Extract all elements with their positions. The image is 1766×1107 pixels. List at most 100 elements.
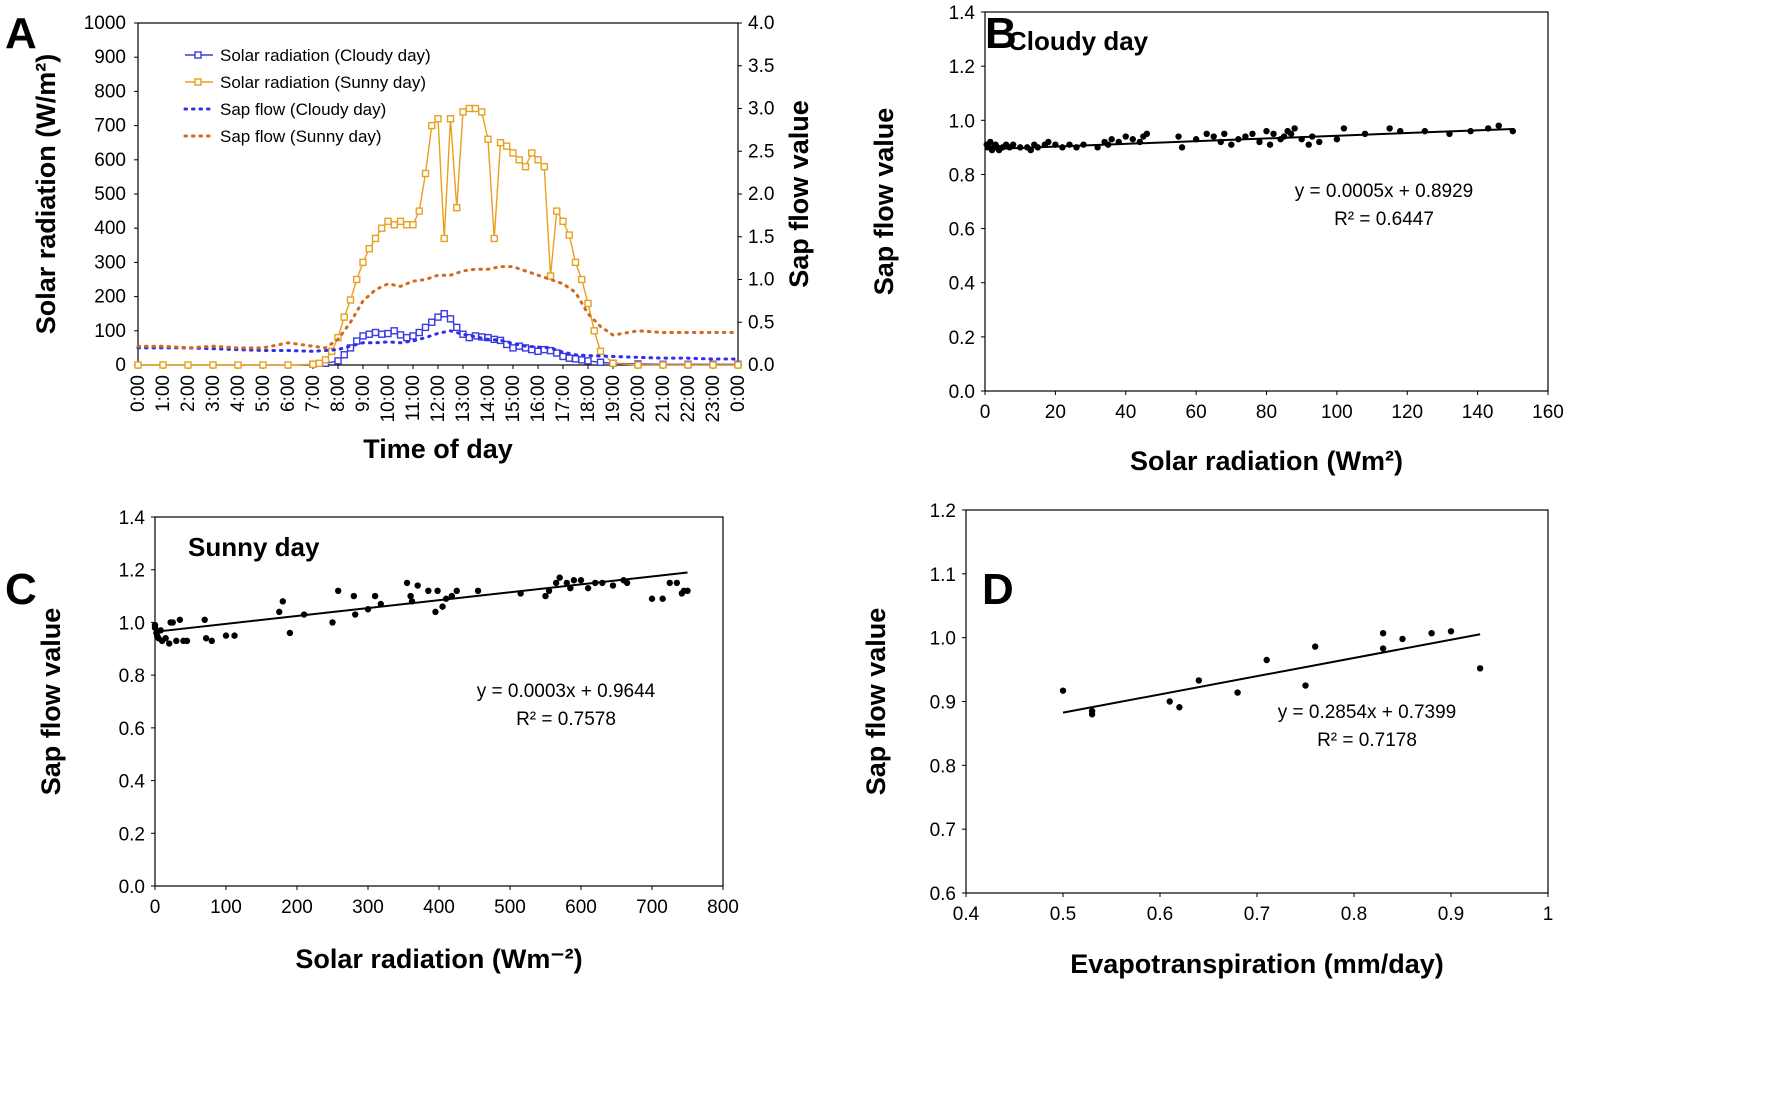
panel-b-x-tick-label: 140 xyxy=(1462,402,1494,423)
panel-a-dotted-line xyxy=(136,329,740,361)
panel-b-data-point xyxy=(1291,125,1298,132)
panel-c-data-point xyxy=(584,584,592,592)
panel-c-data-point xyxy=(570,577,578,584)
panel-a-right-axis-label: Sap flow value xyxy=(784,100,814,288)
panel-c-x-tick-label: 600 xyxy=(565,897,597,918)
panel-c-y-tick-label: 1.0 xyxy=(119,613,145,634)
panel-a-x-tick-label: 15:00 xyxy=(503,375,524,423)
panel-a-marker xyxy=(609,359,617,367)
panel-c-equation: y = 0.0003x + 0.9644 xyxy=(477,681,656,702)
panel-a-right-tick-label: 0.5 xyxy=(748,312,774,333)
panel-c-y-tick-label: 0.8 xyxy=(119,666,145,687)
panel-a-right-tick-label: 1.5 xyxy=(748,227,774,248)
panel-c-data-point xyxy=(666,579,673,587)
panel-c-data-point xyxy=(279,598,286,605)
panel-d-y-tick-label: 1.1 xyxy=(930,565,956,586)
panel-b-x-tick-label: 160 xyxy=(1532,402,1564,423)
panel-a-marker xyxy=(371,234,380,243)
panel-c-data-point xyxy=(202,635,210,642)
panel-b-data-point xyxy=(1287,130,1295,138)
panel-c-data-point xyxy=(286,629,294,637)
panel-a-marker xyxy=(421,169,430,178)
panel-b-y-tick-label: 0.6 xyxy=(949,220,975,241)
panel-a-left-tick-label: 700 xyxy=(94,116,126,137)
panel-a-x-tick-label: 16:00 xyxy=(528,375,549,423)
panel-b-data-point xyxy=(1210,133,1217,140)
panel-a-marker xyxy=(309,360,317,369)
panel-b-data-point xyxy=(1221,130,1228,138)
panel-a-x-tick-label: 22:00 xyxy=(678,375,699,423)
panel-a-marker xyxy=(315,359,323,367)
panel-a-marker xyxy=(453,323,461,332)
panel-d-data-point xyxy=(1263,656,1270,664)
panel-a-marker xyxy=(565,354,573,362)
panel-a-marker xyxy=(503,142,511,150)
panel-a-marker xyxy=(634,361,642,369)
panel-a-marker xyxy=(453,203,461,212)
panel-b-data-point xyxy=(1386,125,1393,132)
panel-a-marker xyxy=(409,221,417,229)
panel-b-x-tick-label: 80 xyxy=(1256,402,1277,423)
panel-a-marker xyxy=(659,361,667,369)
panel-c-data-point xyxy=(414,582,421,589)
panel-c-data-point xyxy=(201,616,208,623)
panel-a-x-tick-label: 11:00 xyxy=(403,375,424,421)
panel-d-y-tick-label: 1.2 xyxy=(930,501,956,522)
panel-b-data-point xyxy=(1495,122,1502,129)
panel-b-data-point xyxy=(1249,130,1256,138)
panel-d-y-tick-label: 0.7 xyxy=(930,820,956,841)
panel-c-data-point xyxy=(350,592,357,600)
panel-c-data-point xyxy=(434,587,441,594)
panel-a-marker xyxy=(459,108,467,116)
panel-a-marker xyxy=(378,330,386,338)
panel-a-marker xyxy=(209,361,217,369)
panel-a-marker xyxy=(578,275,586,284)
panel-a-marker xyxy=(390,221,398,229)
panel-a-x-tick-label: 14:00 xyxy=(478,375,499,423)
panel-b-data-point xyxy=(1316,138,1323,146)
panel-d-data-point xyxy=(1234,689,1241,696)
panel-a-marker xyxy=(440,234,448,243)
panel-c-chart: 0.0 0.2 0.4 0.6 0.8 1.0 1.2 1.4 0 100 200 300 400 500… xyxy=(36,508,739,974)
panel-c-data-point xyxy=(276,608,283,616)
legend-entry-label: Solar radiation (Sunny day) xyxy=(220,73,426,92)
panel-b-r-squared: R² = 0.6447 xyxy=(1334,209,1434,230)
panel-d-plot-frame xyxy=(965,509,1549,894)
panel-b-data-point xyxy=(1333,136,1341,143)
panel-c-x-tick-label: 0 xyxy=(150,897,161,918)
panel-b-x-tick-label: 20 xyxy=(1045,402,1066,423)
panel-c-data-point xyxy=(659,595,666,602)
panel-b-points xyxy=(983,122,1517,154)
panel-b-data-point xyxy=(1143,130,1151,138)
panel-c-data-point xyxy=(162,635,169,642)
panel-a-marker xyxy=(590,327,598,335)
panel-c-x-tick-label: 500 xyxy=(494,897,526,918)
panel-c-x-tick-label: 400 xyxy=(423,897,455,918)
panel-b-data-point xyxy=(1009,141,1017,148)
panel-b-x-axis-label: Solar radiation (Wm²) xyxy=(1130,446,1403,476)
panel-c-y-tick-label: 0.4 xyxy=(119,772,146,793)
panel-d-y-axis-label: Sap flow value xyxy=(861,608,891,796)
panel-a-marker xyxy=(365,330,373,338)
panel-a-right-tick-label: 2.5 xyxy=(748,141,774,162)
panel-label-c: C xyxy=(5,565,37,614)
panel-c-data-point xyxy=(173,637,180,645)
panel-c-data-point xyxy=(176,616,184,623)
panel-c-data-point xyxy=(407,592,414,600)
panel-a-marker xyxy=(353,337,361,345)
panel-c-data-point xyxy=(371,592,379,600)
panel-c-data-point xyxy=(432,608,439,616)
panel-d-data-point xyxy=(1379,645,1387,652)
panel-a-marker xyxy=(428,121,436,130)
panel-a-x-tick-label: 20:00 xyxy=(628,375,649,423)
panel-b-data-point xyxy=(987,138,994,146)
panel-a-right-tick-label: 3.5 xyxy=(748,56,774,77)
panel-a-left-tick-label: 300 xyxy=(94,252,126,273)
panel-c-r-squared: R² = 0.7578 xyxy=(516,709,616,730)
panel-b-data-point xyxy=(1129,136,1136,143)
panel-c-data-point xyxy=(151,624,159,631)
legend-entry-label: Solar radiation (Cloudy day) xyxy=(220,46,431,65)
panel-a-marker xyxy=(534,347,542,356)
panel-c-points xyxy=(151,574,691,647)
